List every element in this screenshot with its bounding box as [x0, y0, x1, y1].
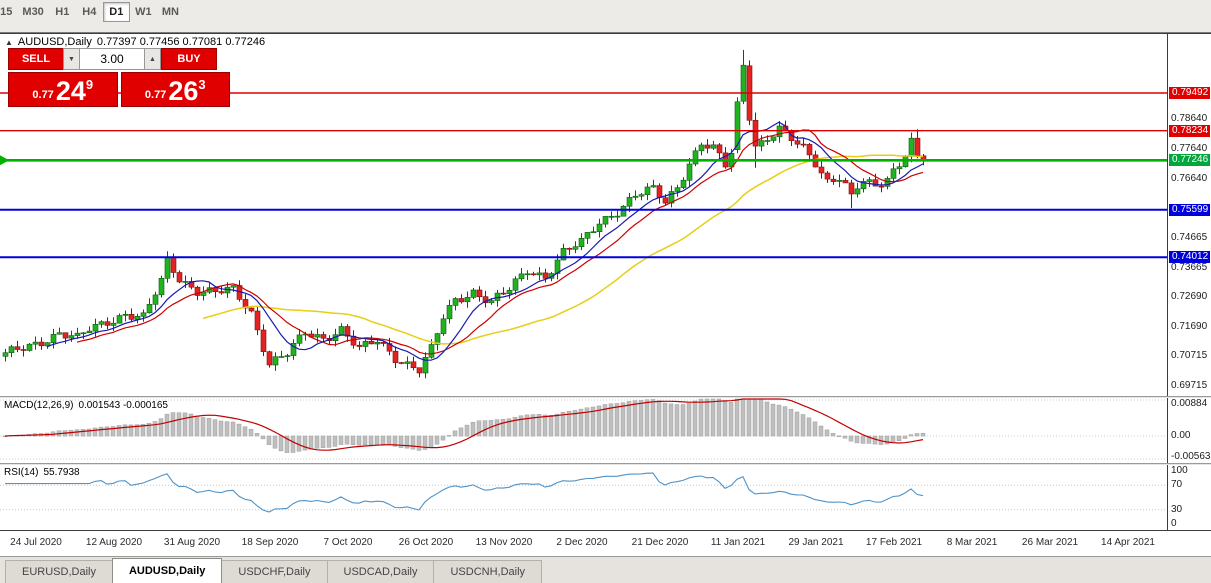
macd-indicator-name: MACD(12,26,9)	[4, 400, 74, 411]
timeframe-button-W1[interactable]: W1	[135, 6, 152, 18]
macd-axis-label: 0.00	[1171, 430, 1191, 442]
price-axis-label: 0.73665	[1171, 261, 1208, 273]
tab-eurusd[interactable]: EURUSD,Daily	[5, 560, 113, 583]
price-level-badge: 0.74012	[1169, 251, 1210, 264]
price-axis-label: 0.76640	[1171, 172, 1208, 184]
price-axis-label: 0.70715	[1171, 350, 1208, 361]
tab-usdcnh[interactable]: USDCNH,Daily	[433, 560, 543, 583]
date-axis-label: 12 Aug 2020	[85, 537, 143, 548]
price-level-badge: 0.79492	[1169, 87, 1210, 99]
timeframe-button-H1[interactable]: H1	[55, 6, 70, 18]
one-click-trading-panel: SELL ▼ ▲ BUY 0.77 24 9 0.77 26 3	[8, 48, 230, 107]
rsi-axis-label: 0	[1171, 518, 1177, 529]
sell-price-prefix: 0.77	[32, 89, 54, 101]
date-axis-label: 26 Oct 2020	[398, 537, 454, 548]
date-axis-label: 2 Dec 2020	[556, 537, 608, 548]
volume-input[interactable]	[79, 48, 145, 70]
macd-axis-label: -0.00563	[1171, 451, 1211, 462]
price-level-badge: 0.75599	[1169, 203, 1210, 216]
date-axis-label: 14 Apr 2021	[1101, 537, 1155, 548]
date-axis-label: 21 Dec 2020	[631, 537, 689, 548]
price-axis-label: 0.69715	[1171, 380, 1208, 391]
sell-price-big: 24	[55, 76, 86, 106]
sell-price-pip: 9	[85, 77, 94, 92]
one-click-toggle-icon[interactable]: ▲	[5, 37, 13, 47]
rsi-axis-label: 100	[1171, 465, 1188, 476]
buy-price-tile[interactable]: 0.77 26 3	[120, 72, 230, 107]
rsi-axis-label: 30	[1171, 503, 1183, 515]
macd-label: MACD(12,26,9) 0.001543 -0.000165	[4, 400, 168, 411]
date-axis-label: 7 Oct 2020	[323, 537, 373, 548]
price-chart[interactable]: ▲ AUDUSD,Daily 0.77397 0.77456 0.77081 0…	[0, 34, 1167, 396]
chart-symbol-label: AUDUSD,Daily	[17, 36, 92, 48]
rsi-panel: RSI(14) 55.7938	[0, 465, 1167, 530]
date-axis-label: 11 Jan 2021	[710, 537, 766, 548]
date-axis[interactable]: 24 Jul 2020 12 Aug 2020 31 Aug 2020 18 Sep …	[0, 531, 1211, 556]
rsi-indicator-value: 55.7938	[43, 467, 80, 478]
macd-panel: MACD(12,26,9) 0.001543 -0.000165	[0, 398, 1167, 463]
date-axis-label: 26 Mar 2021	[1021, 537, 1079, 548]
timeframe-toolbar: M15 M30 H1 H4 D1 W1 MN	[0, 0, 1211, 33]
rsi-svg	[0, 472, 1167, 513]
volume-decrease-button[interactable]: ▼	[63, 48, 80, 70]
buy-price-prefix: 0.77	[144, 89, 167, 101]
date-axis-label: 13 Nov 2020	[475, 537, 533, 548]
rsi-axis-label: 70	[1171, 479, 1183, 491]
date-axis-label: 17 Feb 2021	[865, 537, 923, 548]
price-level-badge: 0.78234	[1169, 124, 1210, 137]
timeframe-button-D1[interactable]: D1	[102, 2, 130, 22]
buy-button[interactable]: BUY	[161, 48, 217, 70]
price-axis-label: 0.78640	[1171, 112, 1208, 124]
timeframe-button-M15[interactable]: M15	[0, 6, 13, 18]
rsi-splitter[interactable]	[0, 463, 1211, 465]
chart-area: ▲ AUDUSD,Daily 0.77397 0.77456 0.77081 0…	[0, 33, 1211, 531]
macd-svg	[0, 398, 1167, 460]
buy-price-pip: 3	[198, 77, 206, 92]
timeframe-button-M30[interactable]: M30	[22, 6, 44, 18]
macd-indicator-values: 0.001543 -0.000165	[78, 400, 168, 411]
price-axis[interactable]: 0.79492 0.78640 0.78234 0.77640 0.77246 0.766…	[1167, 34, 1211, 530]
price-axis-label: 0.72690	[1171, 290, 1208, 302]
timeframe-button-MN[interactable]: MN	[161, 6, 179, 18]
macd-splitter[interactable]	[0, 396, 1211, 398]
chart-tabs: EURUSD,Daily AUDUSD,Daily USDCHF,Daily USDC…	[0, 556, 1211, 583]
tab-audusd[interactable]: AUDUSD,Daily	[111, 558, 223, 583]
price-axis-label: 0.71690	[1171, 320, 1208, 332]
macd-axis-label: 0.00884	[1171, 398, 1208, 409]
rsi-indicator-name: RSI(14)	[4, 467, 39, 478]
sell-button[interactable]: SELL	[8, 48, 64, 70]
price-axis-label: 0.77640	[1171, 142, 1208, 154]
timeframe-button-H4[interactable]: H4	[82, 6, 97, 18]
tab-usdchf[interactable]: USDCHF,Daily	[221, 560, 328, 583]
tab-usdcad[interactable]: USDCAD,Daily	[326, 560, 435, 583]
date-axis-label: 18 Sep 2020	[241, 537, 299, 548]
date-axis-label: 8 Mar 2021	[946, 537, 998, 548]
chart-title: ▲ AUDUSD,Daily 0.77397 0.77456 0.77081 0…	[5, 36, 265, 48]
date-axis-label: 24 Jul 2020	[10, 537, 62, 548]
sell-price-tile[interactable]: 0.77 24 9	[8, 72, 118, 107]
date-axis-label: 31 Aug 2020	[163, 537, 221, 548]
price-axis-label: 0.74665	[1171, 231, 1208, 243]
rsi-label: RSI(14) 55.7938	[4, 467, 80, 478]
price-level-badge: 0.77246	[1169, 154, 1210, 167]
date-axis-label: 29 Jan 2021	[788, 537, 844, 548]
buy-price-big: 26	[168, 76, 199, 106]
volume-increase-button[interactable]: ▲	[144, 48, 161, 70]
chart-ohlc-values: 0.77397 0.77456 0.77081 0.77246	[96, 36, 266, 48]
